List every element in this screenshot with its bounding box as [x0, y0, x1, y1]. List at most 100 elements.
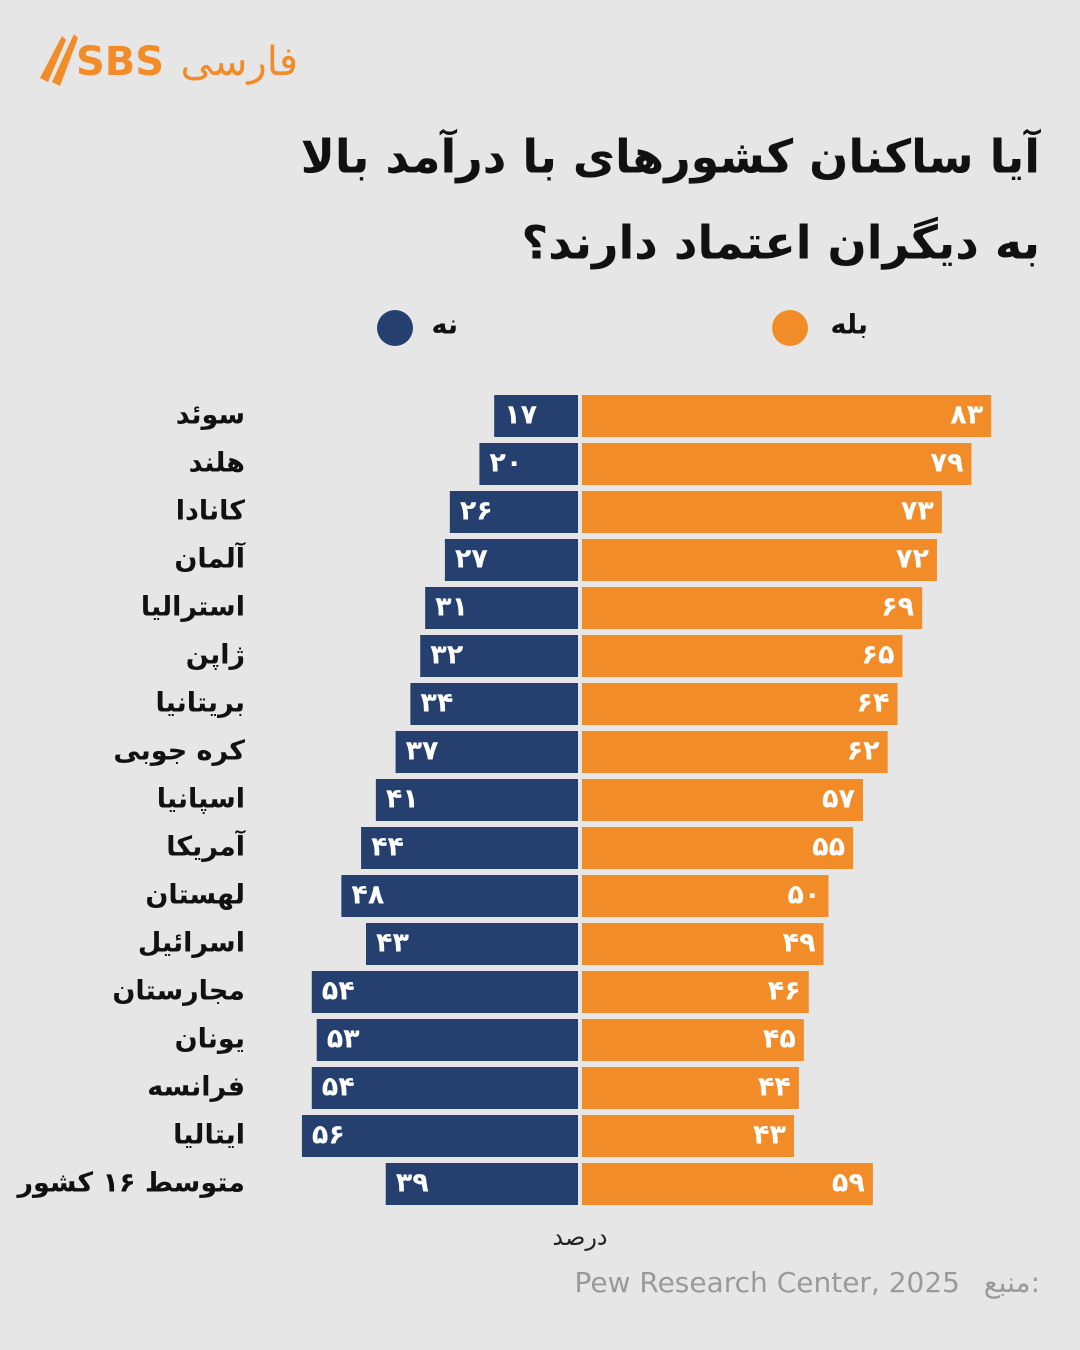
brand-name: فارسی [181, 39, 298, 85]
category-label: لهستان [145, 880, 245, 911]
value-label: ۳۴ [420, 688, 453, 719]
bar [479, 443, 578, 485]
value-label: ۴۴ [371, 832, 404, 863]
bar [449, 491, 578, 533]
logo-text: SBS [76, 39, 164, 85]
bar [582, 875, 829, 917]
bar [341, 875, 578, 917]
bar [311, 1067, 578, 1109]
logo-swoosh [40, 34, 78, 86]
legend-label: بله [830, 310, 868, 341]
bar [385, 1163, 578, 1205]
bar [582, 1067, 799, 1109]
bar [420, 635, 578, 677]
bar [444, 539, 578, 581]
bar [582, 395, 992, 437]
chart-title: آیا ساکنان کشورهای با درآمد بالا [301, 129, 1042, 184]
value-label: ۵۴ [322, 976, 355, 1007]
bar [582, 923, 824, 965]
bar [582, 587, 923, 629]
value-label: ۴۴ [758, 1072, 791, 1103]
bar [494, 395, 578, 437]
x-axis-label: درصد [552, 1223, 607, 1251]
bar [582, 731, 888, 773]
value-label: ۴۶ [768, 976, 801, 1007]
category-label: متوسط ۱۶ کشور [15, 1168, 245, 1199]
value-label: ۵۰ [788, 880, 821, 911]
value-label: ۷۹ [931, 448, 964, 479]
bar [582, 491, 942, 533]
value-label: ۷۲ [896, 544, 929, 575]
bar [582, 1019, 804, 1061]
value-label: ۶۲ [847, 736, 880, 767]
value-label: ۵۶ [312, 1120, 345, 1151]
category-label: هلند [189, 448, 245, 479]
category-label: اسپانیا [157, 784, 245, 815]
bar [582, 971, 809, 1013]
source: Pew Research Center, 2025 [574, 1266, 960, 1299]
value-label: ۳۱ [435, 592, 468, 623]
category-label: استرالیا [141, 592, 245, 623]
value-label: ۴۳ [753, 1120, 786, 1151]
bar [582, 1163, 873, 1205]
value-label: ۴۹ [783, 928, 816, 959]
category-label: آمریکا [166, 830, 245, 863]
category-label: ایتالیا [173, 1120, 245, 1151]
value-label: ۵۴ [322, 1072, 355, 1103]
logo: SBS فارسی [40, 34, 298, 86]
bar [375, 779, 578, 821]
bar [582, 779, 864, 821]
value-label: ۴۸ [351, 880, 384, 911]
value-label: ۷۳ [901, 496, 934, 527]
bar [395, 731, 578, 773]
bar [582, 443, 972, 485]
category-label: یونان [175, 1024, 245, 1055]
category-label: سوئد [176, 400, 245, 431]
bar [366, 923, 578, 965]
category-label: بریتانیا [155, 688, 245, 719]
value-label: ۵۵ [812, 832, 845, 863]
value-label: ۵۷ [822, 784, 855, 815]
value-label: ۲۰ [489, 448, 522, 479]
value-label: ۴۳ [376, 928, 409, 959]
value-label: ۸۳ [950, 400, 983, 431]
value-label: ۳۹ [396, 1168, 429, 1199]
bar [425, 587, 578, 629]
category-label: کانادا [176, 496, 246, 527]
category-label: اسرائیل [138, 928, 245, 959]
bar [582, 539, 937, 581]
bar [311, 971, 578, 1013]
value-label: ۶۴ [857, 688, 890, 719]
category-label: فرانسه [147, 1072, 245, 1103]
legend-swatch [377, 310, 413, 346]
legend-label: نه [431, 310, 458, 341]
category-label: ژاپن [186, 640, 245, 671]
bar [410, 683, 578, 725]
category-label: آلمان [174, 542, 245, 575]
value-label: ۵۳ [327, 1024, 360, 1055]
bar [361, 827, 578, 869]
bar [316, 1019, 578, 1061]
bar [582, 1115, 794, 1157]
value-label: ۳۲ [430, 640, 463, 671]
category-label: مجارستان [112, 976, 245, 1007]
source-label: منبع: [984, 1266, 1040, 1299]
value-label: ۲۶ [460, 496, 493, 527]
chart-title: به دیگران اعتماد دارند؟ [521, 216, 1040, 270]
value-label: ۲۷ [455, 544, 488, 575]
value-label: ۵۹ [832, 1168, 865, 1199]
legend-swatch [772, 310, 808, 346]
value-label: ۱۷ [504, 400, 537, 431]
bar [582, 827, 854, 869]
bar [301, 1115, 578, 1157]
category-label: کره جوبی [113, 736, 245, 767]
bar [582, 683, 898, 725]
value-label: ۳۷ [406, 736, 439, 767]
bar [582, 635, 903, 677]
value-label: ۴۵ [763, 1024, 796, 1055]
value-label: ۶۵ [861, 640, 894, 671]
value-label: ۶۹ [881, 592, 914, 623]
value-label: ۴۱ [386, 784, 419, 815]
